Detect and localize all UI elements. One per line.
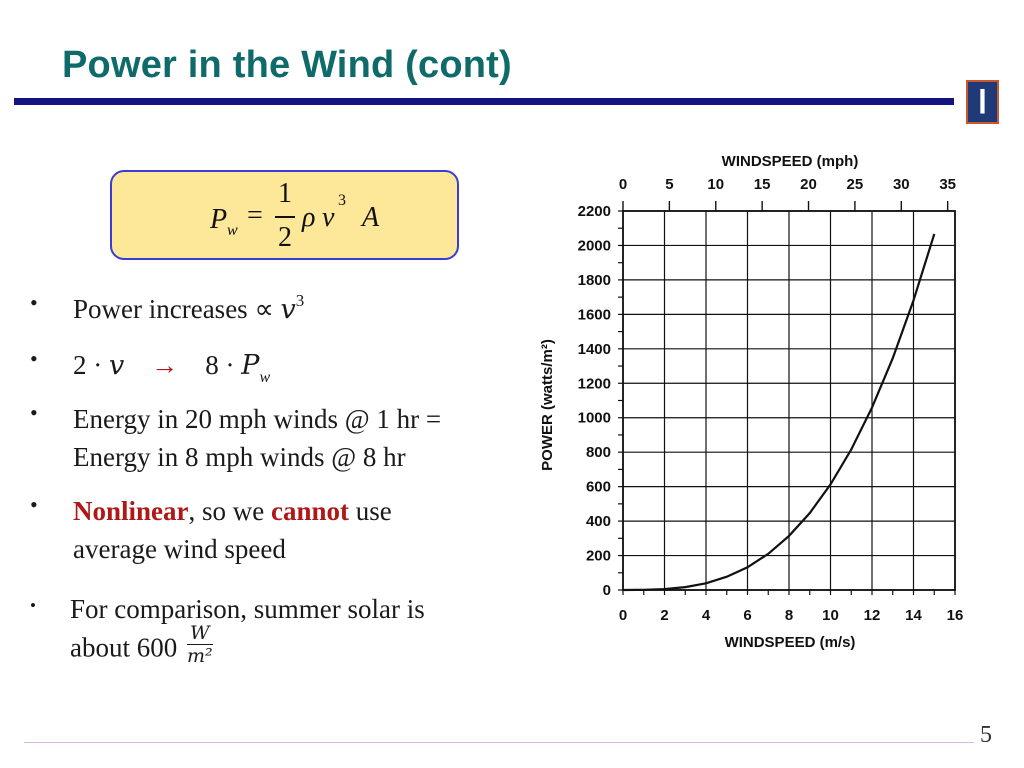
top-tick-label: 20 bbox=[800, 176, 817, 193]
top-tick-label: 15 bbox=[754, 176, 771, 193]
top-tick-label: 25 bbox=[847, 176, 864, 193]
x-tick-label: 12 bbox=[864, 607, 881, 624]
x-axis-label: WINDSPEED (m/s) bbox=[725, 634, 856, 651]
bullet-dot: • bbox=[30, 492, 38, 517]
y-tick-label: 1600 bbox=[578, 306, 611, 323]
formula-fraction-bar bbox=[275, 216, 295, 218]
formula-exponent: 3 bbox=[338, 192, 346, 209]
y-tick-label: 600 bbox=[586, 479, 611, 496]
y-tick-label: 1200 bbox=[578, 375, 611, 392]
chart-grid bbox=[622, 210, 956, 591]
formula-denominator: 2 bbox=[278, 222, 292, 253]
formula-velocity: v bbox=[322, 202, 335, 233]
y-tick-label: 1400 bbox=[578, 341, 611, 358]
y-tick-label: 200 bbox=[586, 548, 611, 565]
university-logo: Ⅰ bbox=[966, 80, 999, 124]
y-tick-label: 2000 bbox=[578, 237, 611, 254]
y-tick-label: 1000 bbox=[578, 410, 611, 427]
wind-power-chart: 0 2 4 6 8 10 12 14 16020040060080010001200140016… bbox=[539, 153, 964, 651]
x-tick-label: 2 bbox=[660, 607, 668, 624]
y-axis-label: POWER (watts/m²) bbox=[539, 339, 556, 471]
formula-numerator: 1 bbox=[278, 178, 292, 209]
top-tick-label: 35 bbox=[939, 176, 956, 193]
top-tick-label: 30 bbox=[893, 176, 910, 193]
formula-area: A bbox=[362, 202, 380, 233]
power-curve bbox=[622, 233, 936, 592]
x-tick-label: 16 bbox=[947, 607, 964, 624]
x-tick-label: 14 bbox=[905, 607, 922, 624]
x-tick-label: 4 bbox=[702, 607, 711, 624]
chart-axes: 0 2 4 6 8 10 12 14 16020040060080010001200140016… bbox=[578, 176, 964, 624]
y-tick-label: 800 bbox=[586, 444, 611, 461]
y-tick-label: 2200 bbox=[578, 203, 611, 220]
formula-power-subscript: w bbox=[227, 222, 238, 239]
bullet-dot: • bbox=[30, 596, 36, 615]
x-tick-label: 8 bbox=[785, 607, 793, 624]
x-tick-label: 0 bbox=[619, 607, 627, 624]
formula-power: P bbox=[210, 204, 228, 235]
formula-box: P w = 1 2 ρ v 3 A bbox=[110, 170, 459, 260]
formula-equals: = bbox=[247, 200, 263, 231]
footer-rule bbox=[24, 742, 974, 743]
top-tick-label: 10 bbox=[707, 176, 724, 193]
y-tick-label: 0 bbox=[603, 582, 611, 599]
block-i-icon: Ⅰ bbox=[977, 84, 988, 120]
y-tick-label: 1800 bbox=[578, 272, 611, 289]
top-axis-label: WINDSPEED (mph) bbox=[722, 153, 859, 170]
y-tick-label: 400 bbox=[586, 513, 611, 530]
x-tick-label: 10 bbox=[822, 607, 839, 624]
top-tick-label: 0 bbox=[619, 176, 627, 193]
bullet-dot: • bbox=[30, 400, 38, 425]
slide-title: Power in the Wind (cont) bbox=[62, 44, 512, 86]
page-number: 5 bbox=[980, 722, 992, 748]
bullet-dot: • bbox=[30, 346, 38, 371]
bullet-dot: • bbox=[30, 290, 38, 315]
title-underline bbox=[14, 98, 954, 105]
arrow-right-icon: → bbox=[151, 350, 179, 380]
x-tick-label: 6 bbox=[743, 607, 751, 624]
top-tick-label: 5 bbox=[665, 176, 673, 193]
formula-density: ρ bbox=[302, 202, 316, 233]
